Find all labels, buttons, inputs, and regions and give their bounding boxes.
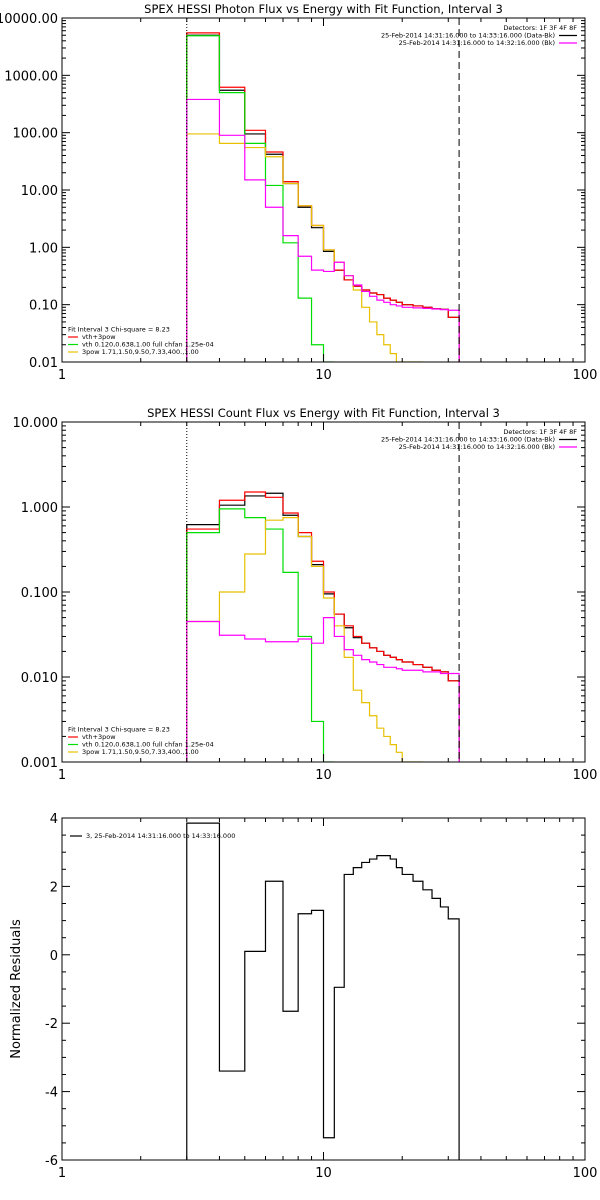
chart-panel-2: SPEX HESSI Count Flux vs Energy with Fit… <box>13 406 598 783</box>
y-tick-label: 2 <box>50 880 58 895</box>
y-tick-label: 10.00 <box>21 184 58 199</box>
chart-panel-3: 1 10 100 4 2 0 -2 -4 -6 Normalized Residuals 3, 25… <box>9 812 597 1181</box>
legend-text: vth 0.120,0.638,1.00 full chfan 1.25e-04 <box>82 341 214 349</box>
y-tick-label: 0.010 <box>21 671 58 686</box>
x-tick-label: 10 <box>315 368 332 383</box>
legend-text: 3pow 1.71,1.50,9.50,7.33,400.,1.00 <box>82 348 199 356</box>
legend-text: 25-Feb-2014 14:31:16.000 to 14:32:16.000… <box>399 443 555 451</box>
series-line-2 <box>186 491 460 762</box>
legend-text: Detectors: 1F 3F 4F 8F <box>503 24 577 32</box>
legend-text: 25-Feb-2014 14:31:16.000 to 14:32:16.000… <box>399 39 555 47</box>
y-tick-label: 10.000 <box>13 416 59 431</box>
y-tick-label: 0 <box>50 949 58 964</box>
chart-title: SPEX HESSI Photon Flux vs Energy with Fi… <box>144 2 503 16</box>
y-tick-label: 10000.00 <box>0 12 58 27</box>
x-tick-label: 10 <box>315 1166 332 1181</box>
legend-text: 3, 25-Feb-2014 14:31:16.000 to 14:33:16.… <box>86 832 235 840</box>
x-tick-label: 100 <box>573 768 598 783</box>
chart-title: SPEX HESSI Count Flux vs Energy with Fit… <box>147 406 500 420</box>
y-tick-label: 4 <box>50 812 58 827</box>
legend-text: vth 0.120,0.638,1.00 full chfan 1.25e-04 <box>82 741 214 749</box>
series-line-5 <box>186 616 460 762</box>
x-tick-label: 1 <box>58 768 66 783</box>
x-tick-label: 100 <box>573 1166 598 1181</box>
series-line-3 <box>186 508 335 762</box>
x-tick-label: 1 <box>58 368 66 383</box>
x-tick-label: 1 <box>58 1166 66 1181</box>
y-tick-label: 0.10 <box>29 299 58 314</box>
legend-text: Fit Interval 3 Chi-square = 8.23 <box>68 726 170 734</box>
x-tick-label: 10 <box>315 768 332 783</box>
y-tick-label: 0.001 <box>21 756 58 771</box>
legend-text: 25-Feb-2014 14:31:16.000 to 14:33:16.000… <box>381 32 555 40</box>
legend-text: vth+3pow <box>82 333 116 341</box>
legend-text: Detectors: 1F 3F 4F 8F <box>503 428 577 436</box>
y-tick-label: 100.00 <box>13 127 59 142</box>
y-tick-label: 1.000 <box>21 501 58 516</box>
series-group <box>186 491 460 762</box>
chart-panel-1: SPEX HESSI Photon Flux vs Energy with Fi… <box>0 2 597 383</box>
y-tick-label: -6 <box>45 1154 58 1169</box>
y-tick-label: -2 <box>45 1017 58 1032</box>
series-line-3 <box>186 35 335 362</box>
y-tick-label: 1000.00 <box>4 69 58 84</box>
series-line-5 <box>186 98 460 362</box>
y-tick-label: -4 <box>45 1086 58 1101</box>
y-tick-label: 0.01 <box>29 356 58 371</box>
series-line-1 <box>186 822 460 1160</box>
legend-text: Fit Interval 3 Chi-square = 8.23 <box>68 326 170 334</box>
series-line-2 <box>186 32 460 362</box>
legend-text: 25-Feb-2014 14:31:16.000 to 14:33:16.000… <box>381 436 555 444</box>
legend-text: vth+3pow <box>82 733 116 741</box>
y-axis-label: Normalized Residuals <box>9 919 24 1059</box>
legend-text: 3pow 1.71,1.50,9.50,7.33,400.,1.00 <box>82 748 199 756</box>
series-group <box>186 822 460 1160</box>
y-tick-label: 1.00 <box>29 241 58 256</box>
x-tick-label: 100 <box>573 368 598 383</box>
series-group <box>186 32 460 362</box>
y-tick-label: 0.100 <box>21 586 58 601</box>
